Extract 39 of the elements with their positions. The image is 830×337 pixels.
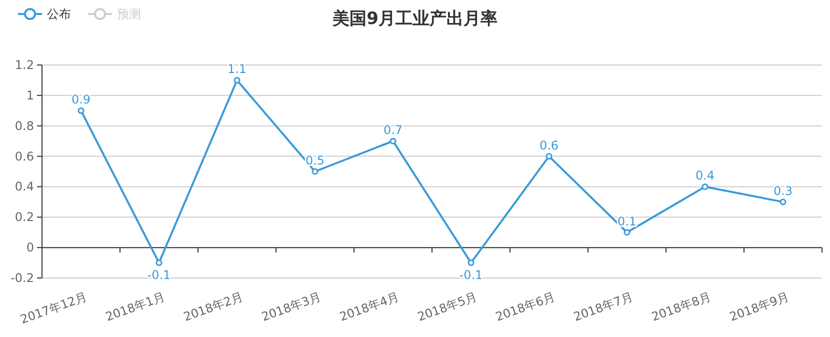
x-tick-label: 2018年9月 <box>728 290 791 324</box>
legend-label: 公布 <box>47 7 71 21</box>
point <box>78 107 84 114</box>
point <box>702 183 708 190</box>
y-tick-label: 0.2 <box>14 210 34 224</box>
x-tick-label: 2018年4月 <box>338 290 401 324</box>
point <box>156 260 162 266</box>
y-tick-label: 1.2 <box>14 58 34 72</box>
data-label: 0.9 <box>71 92 91 107</box>
data-label: 0.6 <box>539 138 559 152</box>
x-tick-label: 2018年8月 <box>650 290 713 324</box>
y-tick-label: 0.4 <box>14 180 34 194</box>
data-label: -0.1 <box>459 268 483 282</box>
data-label: -0.1 <box>147 268 171 282</box>
point <box>780 198 786 206</box>
point <box>624 229 630 236</box>
data-label: 1.1 <box>227 62 247 76</box>
x-tick-label: 2018年5月 <box>416 290 479 324</box>
x-tick-label: 2018年7月 <box>572 290 635 324</box>
chart-title: 美国9月工业产出月率 <box>332 9 498 29</box>
point <box>546 153 552 160</box>
data-label: 0.1 <box>617 214 637 228</box>
x-tick-label: 2018年2月 <box>182 290 245 324</box>
x-tick-label: 2018年3月 <box>260 290 323 324</box>
y-tick-label: 0.6 <box>14 149 34 164</box>
data-label: 0.3 <box>773 184 793 198</box>
y-tick-label: 1 <box>26 88 34 102</box>
point <box>312 168 318 175</box>
x-tick-label: 2018年6月 <box>494 290 557 324</box>
x-tick-label: 2017年12月 <box>18 290 89 327</box>
y-tick-label: 0 <box>26 240 34 255</box>
data-label: 0.7 <box>383 123 403 138</box>
point <box>234 76 240 84</box>
y-tick-label: -0.2 <box>10 271 34 285</box>
point <box>390 138 396 144</box>
data-label: 0.4 <box>695 168 715 183</box>
x-tick-label: 2018年1月 <box>104 290 167 324</box>
point <box>468 260 474 266</box>
y-tick-label: 0.8 <box>14 118 34 133</box>
